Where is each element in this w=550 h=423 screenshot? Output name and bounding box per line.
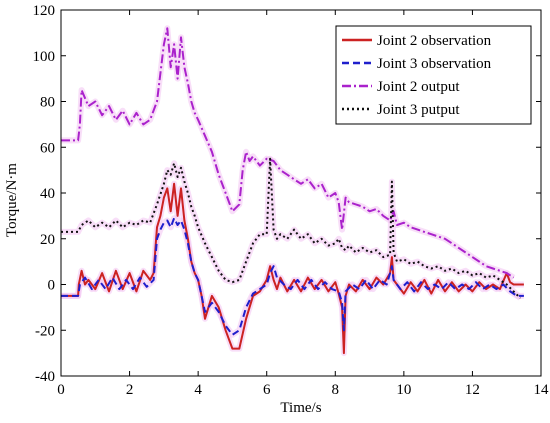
- y-tick-label: 0: [48, 278, 56, 294]
- x-axis-label: Time/s: [280, 400, 321, 416]
- y-tick-label: 20: [40, 232, 55, 248]
- series-layer: [61, 25, 524, 357]
- y-tick-label: 120: [33, 3, 56, 19]
- legend: Joint 2 observation Joint 3 observation Jo…: [335, 25, 532, 125]
- legend-box: [335, 25, 532, 125]
- x-tick-label: 6: [263, 382, 271, 398]
- y-tick-label: 80: [40, 95, 55, 111]
- legend-label-1: Joint 3 observation: [377, 56, 492, 72]
- y-tick-label: -40: [35, 369, 55, 385]
- series-line-2: [61, 27, 515, 279]
- y-axis-label: Torque/N·m: [4, 163, 20, 237]
- series-line-0: [61, 182, 524, 355]
- tick-labels: 0 2 4 6 8 10 12 14 -40 -20 0 20 40 60 80 100 120: [33, 3, 550, 398]
- y-tick-label: -20: [35, 323, 55, 339]
- x-tick-label: 0: [57, 382, 65, 398]
- y-tick-label: 40: [40, 186, 55, 202]
- y-tick-label: 100: [33, 49, 56, 65]
- x-tick-label: 12: [465, 382, 480, 398]
- y-tick-label: 60: [40, 140, 55, 156]
- x-tick-label: 4: [194, 382, 202, 398]
- legend-label-2: Joint 2 output: [377, 79, 460, 95]
- legend-label-0: Joint 2 observation: [377, 33, 492, 49]
- series-line-1: [61, 217, 524, 336]
- x-tick-label: 2: [126, 382, 134, 398]
- x-tick-label: 8: [332, 382, 340, 398]
- legend-label-3: Joint 3 putput: [377, 102, 460, 118]
- axes-layer: [60, 9, 542, 377]
- series-line-3: [61, 157, 522, 299]
- x-tick-label: 10: [396, 382, 411, 398]
- x-tick-label: 14: [534, 382, 550, 398]
